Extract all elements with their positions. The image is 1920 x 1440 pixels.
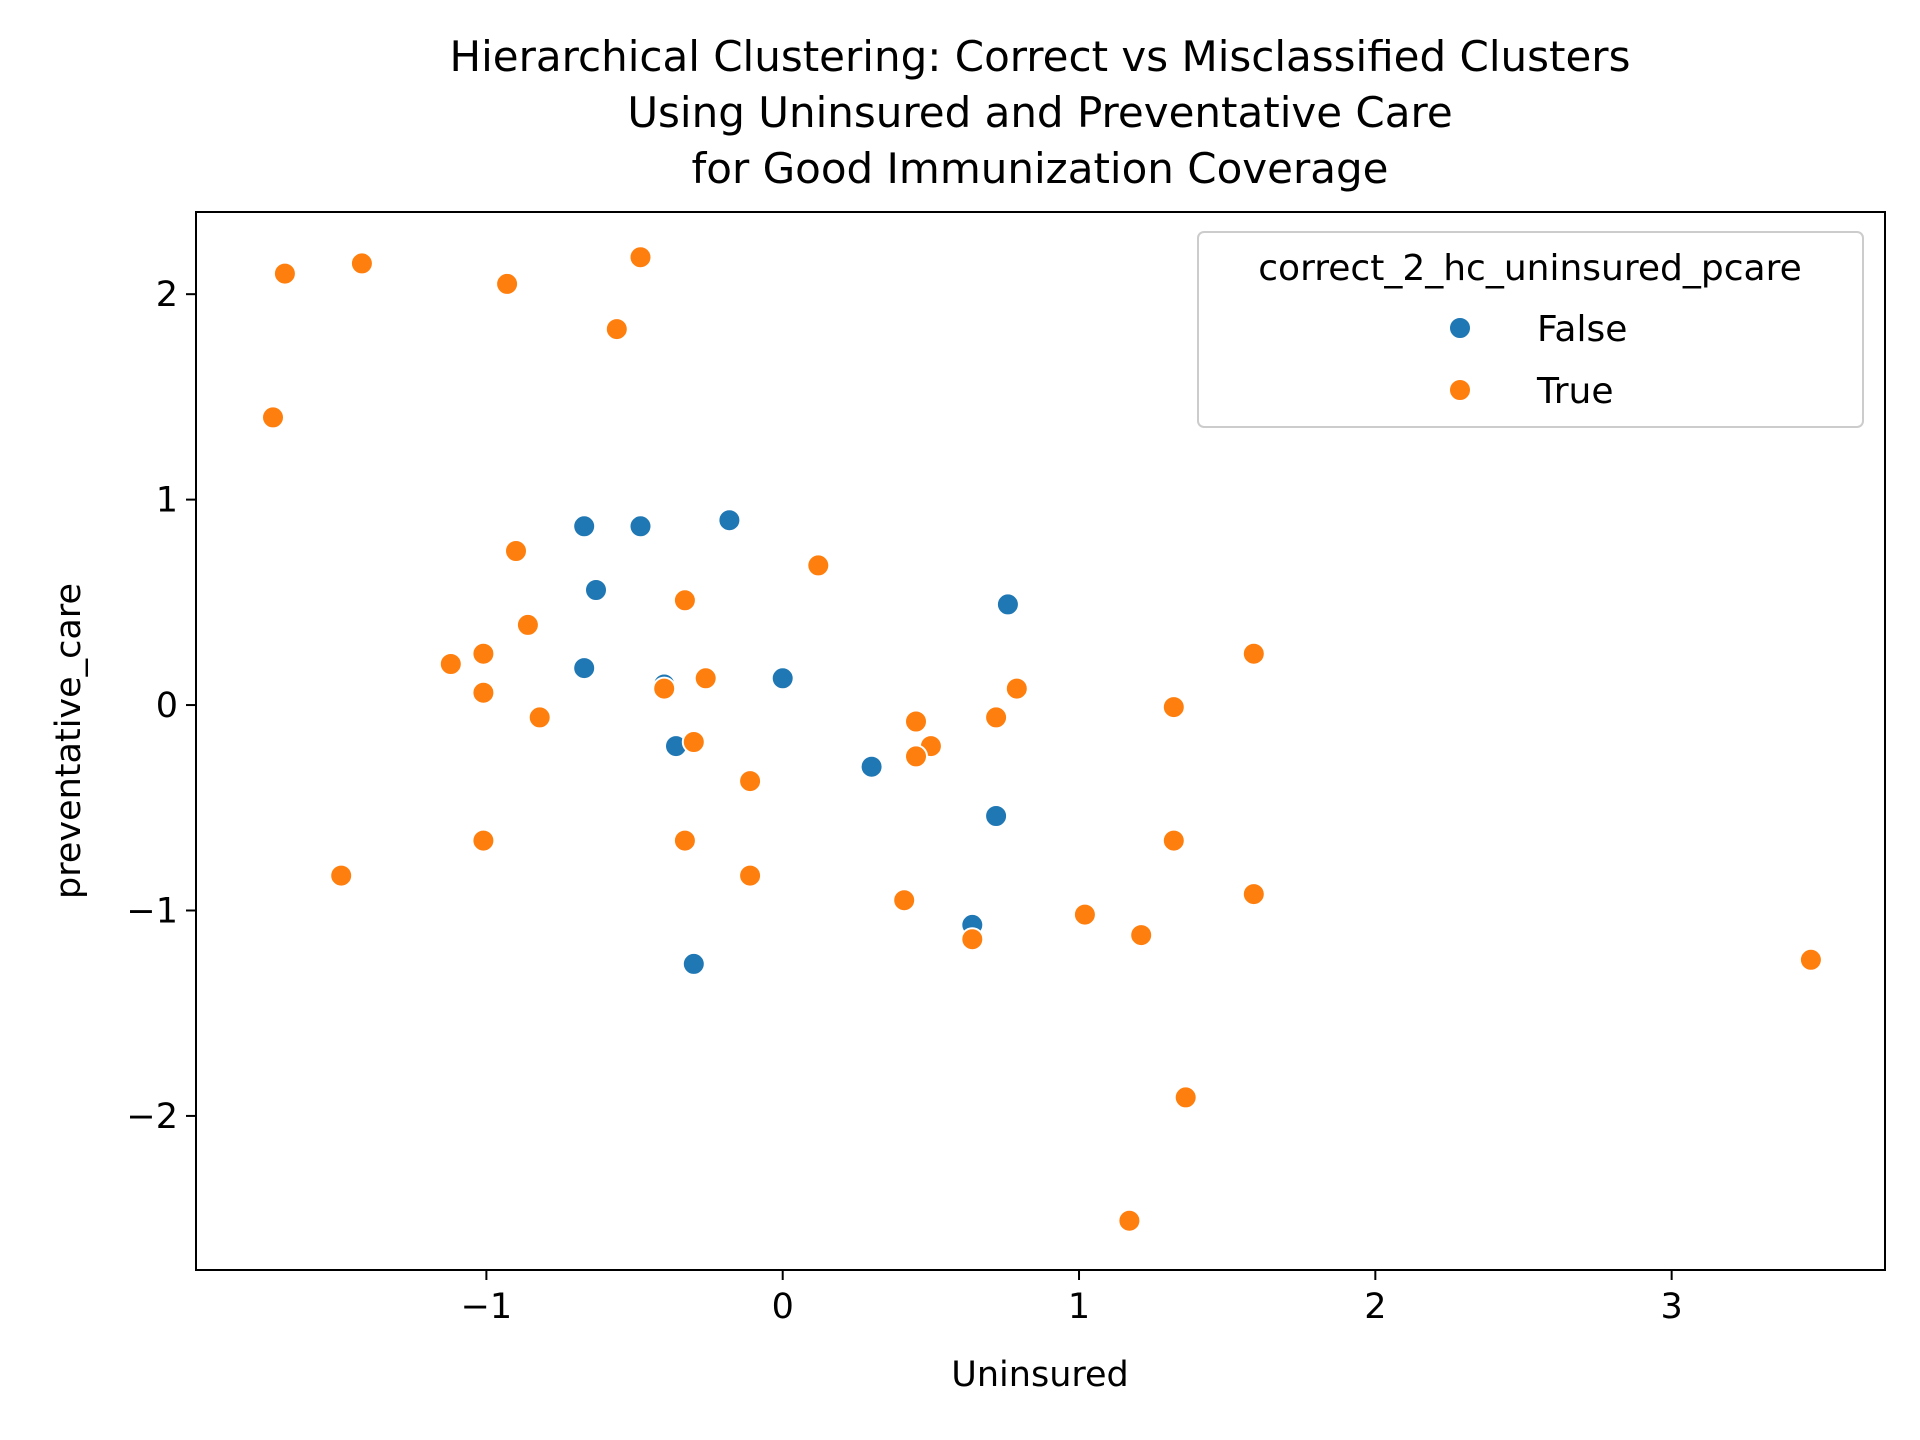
scatter-point-true-15: [693, 666, 718, 691]
scatter-point-false-2: [717, 508, 742, 533]
scatter-point-true-12: [471, 680, 496, 705]
scatter-point-true-19: [738, 863, 763, 888]
scatter-point-true-35: [1173, 1085, 1198, 1110]
chart-title: Hierarchical Clustering: Correct vs Misc…: [450, 32, 1631, 193]
scatter-point-true-25: [984, 705, 1009, 730]
scatter-point-true-28: [960, 927, 985, 952]
x-tick-label-4: 3: [1661, 1287, 1683, 1327]
scatter-point-false-4: [572, 656, 597, 681]
scatter-point-true-10: [438, 652, 463, 676]
x-axis-label: Uninsured: [951, 1355, 1129, 1395]
scatter-point-true-29: [1072, 902, 1097, 927]
scatter-point-true-24: [904, 744, 928, 769]
scatter-point-true-36: [1117, 1208, 1142, 1233]
plot-points: [261, 245, 1823, 1233]
y-tick-label-1: −1: [126, 891, 178, 931]
scatter-point-false-12: [681, 951, 706, 976]
scatter-point-true-18: [672, 828, 697, 853]
y-tick-label-4: 2: [156, 275, 178, 315]
scatter-point-true-7: [806, 553, 831, 578]
scatter-point-true-1: [349, 251, 374, 276]
scatter-point-true-6: [504, 539, 528, 563]
scatter-point-true-13: [527, 705, 552, 730]
scatter-point-false-8: [859, 754, 884, 779]
scatter-point-false-9: [984, 804, 1009, 828]
scatter-point-true-0: [272, 261, 297, 286]
scatter-point-true-2: [495, 271, 520, 296]
y-tick-label-0: −2: [126, 1097, 178, 1137]
scatter-point-true-3: [628, 245, 653, 270]
legend-label-false: False: [1537, 309, 1627, 350]
legend-marker-false: [1448, 316, 1472, 340]
y-tick-label-3: 1: [156, 481, 178, 521]
x-axis-ticks: −1 0 1 2 3: [461, 1270, 1683, 1327]
scatter-point-true-20: [471, 828, 496, 853]
x-tick-label-0: −1: [461, 1287, 513, 1327]
scatter-point-true-33: [1241, 641, 1266, 666]
scatter-point-true-31: [1161, 695, 1186, 720]
legend-box: [1197, 231, 1864, 428]
chart-title-line-1: Hierarchical Clustering: Correct vs Misc…: [450, 32, 1631, 81]
chart-title-line-2: Using Uninsured and Preventative Care: [627, 88, 1452, 137]
legend-marker-true: [1448, 378, 1472, 402]
scatter-point-false-0: [572, 514, 597, 539]
scatter-point-true-16: [681, 730, 706, 754]
y-axis-ticks: −2 −1 0 1 2: [126, 275, 196, 1137]
scatter-point-true-17: [738, 769, 763, 794]
y-tick-label-2: 0: [156, 686, 178, 726]
scatter-point-true-32: [1161, 828, 1186, 853]
scatter-point-true-22: [904, 709, 928, 734]
plot-frame: [195, 211, 1886, 1271]
x-tick-label-3: 2: [1364, 1287, 1386, 1327]
scatter-point-true-21: [329, 863, 354, 888]
scatter-point-false-6: [770, 666, 795, 691]
scatter-point-false-1: [628, 514, 653, 539]
legend: correct_2_hc_uninsured_pcare False True: [1197, 231, 1864, 428]
scatter-point-false-10: [995, 592, 1020, 617]
x-tick-label-2: 1: [1068, 1287, 1090, 1327]
scatter-point-true-30: [1129, 923, 1154, 948]
scatter-point-true-34: [1241, 882, 1266, 907]
scatter-point-true-5: [261, 405, 285, 430]
legend-title: correct_2_hc_uninsured_pcare: [1258, 248, 1801, 289]
scatter-point-true-9: [515, 612, 540, 637]
legend-label-true: True: [1536, 371, 1613, 412]
scatter-point-false-3: [584, 578, 608, 602]
scatter-point-true-4: [604, 317, 629, 342]
x-tick-label-1: 0: [772, 1287, 794, 1327]
scatter-point-true-14: [652, 676, 677, 701]
scatter-point-true-8: [672, 588, 697, 613]
scatter-point-true-27: [892, 888, 917, 913]
scatter-point-true-37: [1798, 947, 1823, 972]
scatter-point-true-11: [471, 641, 496, 666]
scatter-point-true-26: [1004, 676, 1029, 701]
chart-title-line-3: for Good Immunization Coverage: [692, 144, 1389, 193]
y-axis-label: preventative_care: [49, 583, 89, 899]
